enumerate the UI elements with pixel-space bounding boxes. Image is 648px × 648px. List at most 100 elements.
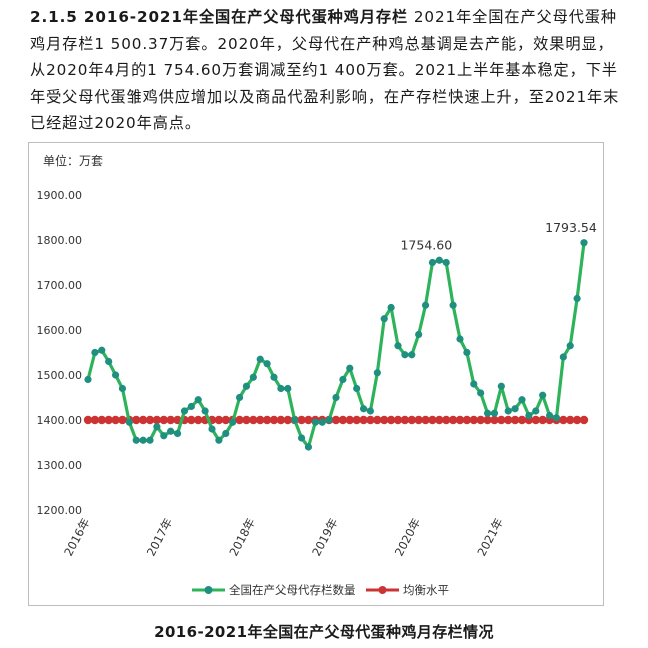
legend-marker: [378, 586, 387, 594]
data-point: [167, 427, 175, 435]
equilibrium-point: [531, 415, 540, 425]
data-point: [111, 371, 120, 379]
equilibrium-point: [90, 415, 100, 425]
data-point: [284, 384, 292, 393]
data-point: [353, 384, 361, 393]
equilibrium-point: [442, 415, 451, 425]
equilibrium-point: [242, 415, 251, 425]
legend-label: 全国在产父母代存栏数量: [229, 583, 356, 597]
equilibrium-point: [249, 415, 258, 425]
data-point: [435, 256, 443, 264]
equilibrium-point: [138, 415, 148, 425]
data-point: [256, 355, 264, 363]
y-tick-label: 1300.00: [37, 459, 83, 472]
equilibrium-point: [283, 415, 292, 425]
equilibrium-point: [476, 415, 485, 425]
data-point: [463, 348, 471, 357]
data-point: [449, 301, 457, 309]
equilibrium-point: [166, 415, 175, 425]
equilibrium-point: [517, 415, 527, 425]
legend: 全国在产父母代存栏数量 均衡水平: [192, 583, 449, 597]
equilibrium-point: [448, 415, 458, 425]
equilibrium-point: [393, 415, 403, 425]
equilibrium-point: [566, 415, 575, 425]
data-point: [470, 380, 478, 388]
y-tick-label: 1600.00: [37, 324, 83, 337]
equilibrium-point: [187, 415, 196, 425]
data-point: [318, 418, 326, 426]
equilibrium-point: [262, 415, 272, 425]
data-point: [160, 432, 168, 440]
data-point: [187, 402, 195, 411]
y-tick-label: 1500.00: [37, 369, 83, 382]
data-point: [477, 389, 485, 397]
equilibrium-point: [111, 415, 120, 425]
data-point: [504, 407, 512, 415]
article-body: 2021年全国在产父母代蛋种鸡月存栏1 500.37万套。2020年，父母代在产…: [30, 8, 620, 132]
equilibrium-point: [435, 415, 444, 425]
data-point: [415, 330, 423, 339]
data-point: [518, 396, 526, 404]
equilibrium-point: [504, 415, 513, 425]
article-paragraph: 2.1.5 2016-2021年全国在产父母代蛋种鸡月存栏 2021年全国在产父…: [30, 4, 620, 137]
equilibrium-point: [386, 415, 396, 425]
data-point: [428, 258, 437, 267]
data-point: [118, 384, 127, 393]
data-point: [373, 369, 381, 377]
data-point: [304, 443, 313, 451]
chart-caption: 2016-2021年全国在产父母代蛋种鸡月存栏情况: [154, 623, 494, 641]
equilibrium-point: [159, 415, 168, 425]
data-point: [194, 396, 202, 404]
data-point: [490, 409, 499, 417]
data-point: [180, 407, 189, 415]
data-point: [387, 303, 395, 312]
equilibrium-point: [145, 415, 155, 425]
y-tick-label: 1700.00: [37, 279, 83, 292]
data-point: [539, 391, 547, 399]
data-point: [332, 393, 340, 402]
equilibrium-point: [579, 415, 589, 425]
equilibrium-point: [331, 415, 341, 425]
data-point: [229, 418, 237, 426]
data-label: 1754.60: [400, 237, 452, 252]
equilibrium-point: [269, 415, 279, 425]
data-point: [559, 353, 567, 361]
equilibrium-point: [214, 415, 224, 425]
equilibrium-point: [256, 415, 265, 425]
equilibrium-point: [366, 415, 375, 425]
legend-marker: [204, 586, 213, 594]
data-point: [201, 407, 209, 415]
data-labels: 1754.60 1793.54: [400, 220, 596, 253]
equilibrium-point: [490, 415, 499, 425]
plot-area: [83, 239, 589, 451]
equilibrium-point: [235, 415, 244, 425]
equilibrium-point: [373, 415, 382, 425]
equilibrium-point: [421, 415, 430, 425]
equilibrium-point: [276, 415, 286, 425]
data-point: [580, 239, 588, 247]
equilibrium-point: [462, 415, 472, 425]
chart-frame: 单位：万套 1200.00 1300.00 1400.00 1500.00 1600.0…: [28, 142, 604, 606]
data-point: [208, 425, 216, 433]
equilibrium-point: [338, 415, 348, 425]
equilibrium-point: [400, 415, 410, 425]
legend-label: 均衡水平: [403, 583, 449, 597]
data-point: [98, 346, 106, 354]
data-point: [483, 409, 492, 417]
data-point: [366, 407, 375, 415]
data-point: [84, 375, 92, 384]
x-tick-label: 2016年: [61, 516, 93, 559]
data-point: [105, 357, 113, 366]
y-axis-ticks: 1200.00 1300.00 1400.00 1500.00 1600.00 1700.…: [37, 189, 83, 517]
equilibrium-point: [221, 415, 230, 425]
data-point: [532, 407, 540, 415]
data-point: [235, 393, 244, 402]
equilibrium-point: [483, 415, 492, 425]
data-point: [242, 382, 251, 390]
equilibrium-point: [455, 415, 465, 425]
x-tick-label: 2019年: [309, 516, 341, 559]
equilibrium-point: [118, 415, 127, 425]
data-point: [311, 418, 319, 426]
equilibrium-point: [352, 415, 361, 425]
data-point: [394, 342, 402, 350]
